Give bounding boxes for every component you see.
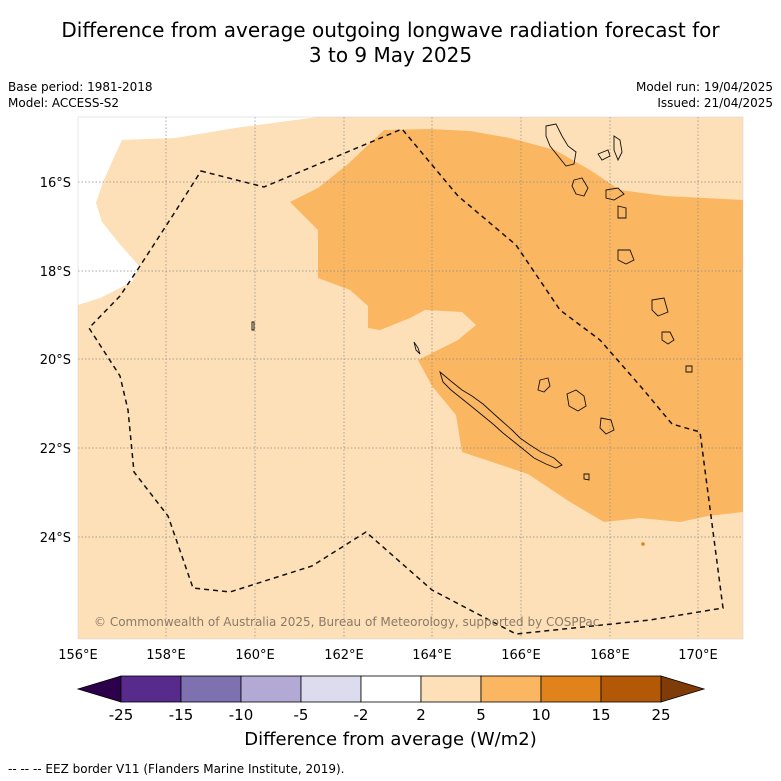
lon-label-158: 158°E bbox=[146, 648, 186, 663]
lat-label-20: 20°S bbox=[40, 353, 71, 368]
lon-label-168: 168°E bbox=[590, 648, 630, 663]
vanuatu-erromango bbox=[617, 249, 635, 265]
ouvea-coast bbox=[537, 377, 551, 393]
colorbar-tick-6: 2 bbox=[416, 706, 426, 724]
lon-label-162: 162°E bbox=[324, 648, 364, 663]
chesterfield-reef bbox=[251, 321, 255, 331]
colorbar-tick-8: 10 bbox=[531, 706, 550, 724]
lon-label-160: 160°E bbox=[235, 648, 275, 663]
new-caledonia-coast bbox=[439, 370, 563, 469]
lat-label-18: 18°S bbox=[40, 265, 71, 280]
vanuatu-efate bbox=[617, 205, 627, 219]
coastlines bbox=[251, 123, 693, 481]
colorbar-segment-2 bbox=[180, 675, 242, 703]
colorbar-segment-6 bbox=[420, 675, 482, 703]
lon-label-166: 166°E bbox=[501, 648, 541, 663]
colorbar-segment-5 bbox=[360, 675, 422, 703]
eez-border bbox=[88, 128, 724, 635]
copyright-notice: © Commonwealth of Australia 2025, Bureau… bbox=[94, 615, 599, 629]
colorbar-tick-3: -10 bbox=[229, 706, 254, 724]
walpole-island bbox=[583, 473, 590, 481]
colorbar-tick-1: -25 bbox=[109, 706, 134, 724]
vanuatu-aneityum bbox=[661, 331, 675, 345]
lon-label-170: 170°E bbox=[678, 648, 718, 663]
vanuatu-espiritu-santo bbox=[545, 123, 577, 167]
colorbar-under-arrow bbox=[76, 675, 122, 703]
colorbar-tick-5: -2 bbox=[354, 706, 369, 724]
base-period-label: Base period: 1981-2018 bbox=[8, 80, 153, 94]
colorbar-segment-4 bbox=[300, 675, 362, 703]
lon-label-164: 164°E bbox=[412, 648, 452, 663]
model-label: Model: ACCESS-S2 bbox=[8, 96, 120, 110]
lat-label-24: 24°S bbox=[40, 531, 71, 546]
vanuatu-torres bbox=[613, 135, 623, 162]
colorbar-segment-9 bbox=[600, 675, 662, 703]
vanuatu-malekula bbox=[571, 177, 589, 197]
colorbar-tick-4: -5 bbox=[294, 706, 309, 724]
vanuatu-maewo bbox=[597, 149, 611, 161]
lat-label-16: 16°S bbox=[40, 176, 71, 191]
latitude-labels: 16°S 18°S 20°S 22°S 24°S bbox=[40, 176, 71, 546]
colorbar-tick-9: 15 bbox=[591, 706, 610, 724]
vanuatu-tanna bbox=[651, 297, 669, 317]
title-line-2: 3 to 9 May 2025 bbox=[308, 43, 473, 67]
map-area bbox=[78, 117, 743, 639]
graticule bbox=[78, 117, 743, 639]
vanuatu-ambrym bbox=[605, 187, 625, 201]
map-title: Difference from average outgoing longwav… bbox=[0, 18, 781, 68]
colorbar-label: Difference from average (W/m2) bbox=[244, 729, 537, 750]
map-frame bbox=[77, 116, 744, 640]
colorbar-segment-7 bbox=[480, 675, 542, 703]
belep-islands-coast bbox=[413, 341, 421, 355]
colorbar-tick-2: -15 bbox=[169, 706, 194, 724]
colorbar-segment-3 bbox=[240, 675, 302, 703]
eez-legend-note: -- -- -- EEZ border V11 (Flanders Marine… bbox=[8, 762, 345, 776]
mare-coast bbox=[599, 417, 615, 435]
lat-label-22: 22°S bbox=[40, 442, 71, 457]
matthew-island bbox=[685, 365, 693, 373]
colorbar: -25 -15 -10 -5 -2 2 5 10 15 25 bbox=[76, 675, 706, 724]
colorbar-segment-1 bbox=[120, 675, 182, 703]
colorbar-tick-7: 5 bbox=[476, 706, 486, 724]
model-run-label: Model run: 19/04/2025 bbox=[635, 80, 773, 94]
metadata-left: Base period: 1981-2018 Model: ACCESS-S2 bbox=[8, 79, 153, 111]
lifou-coast bbox=[566, 389, 587, 412]
colorbar-over-arrow bbox=[660, 675, 706, 703]
title-line-1: Difference from average outgoing longwav… bbox=[61, 18, 720, 42]
colorbar-tick-10: 25 bbox=[651, 706, 670, 724]
longitude-labels: 156°E 158°E 160°E 162°E 164°E 166°E 168°… bbox=[58, 648, 718, 663]
colorbar-segment-8 bbox=[540, 675, 602, 703]
metadata-right: Model run: 19/04/2025 Issued: 21/04/2025 bbox=[636, 79, 773, 111]
issued-label: Issued: 21/04/2025 bbox=[657, 96, 773, 110]
lon-label-156: 156°E bbox=[58, 648, 98, 663]
anomaly-region-5-10 bbox=[290, 129, 743, 522]
anomaly-spot-10-15 bbox=[641, 542, 645, 546]
